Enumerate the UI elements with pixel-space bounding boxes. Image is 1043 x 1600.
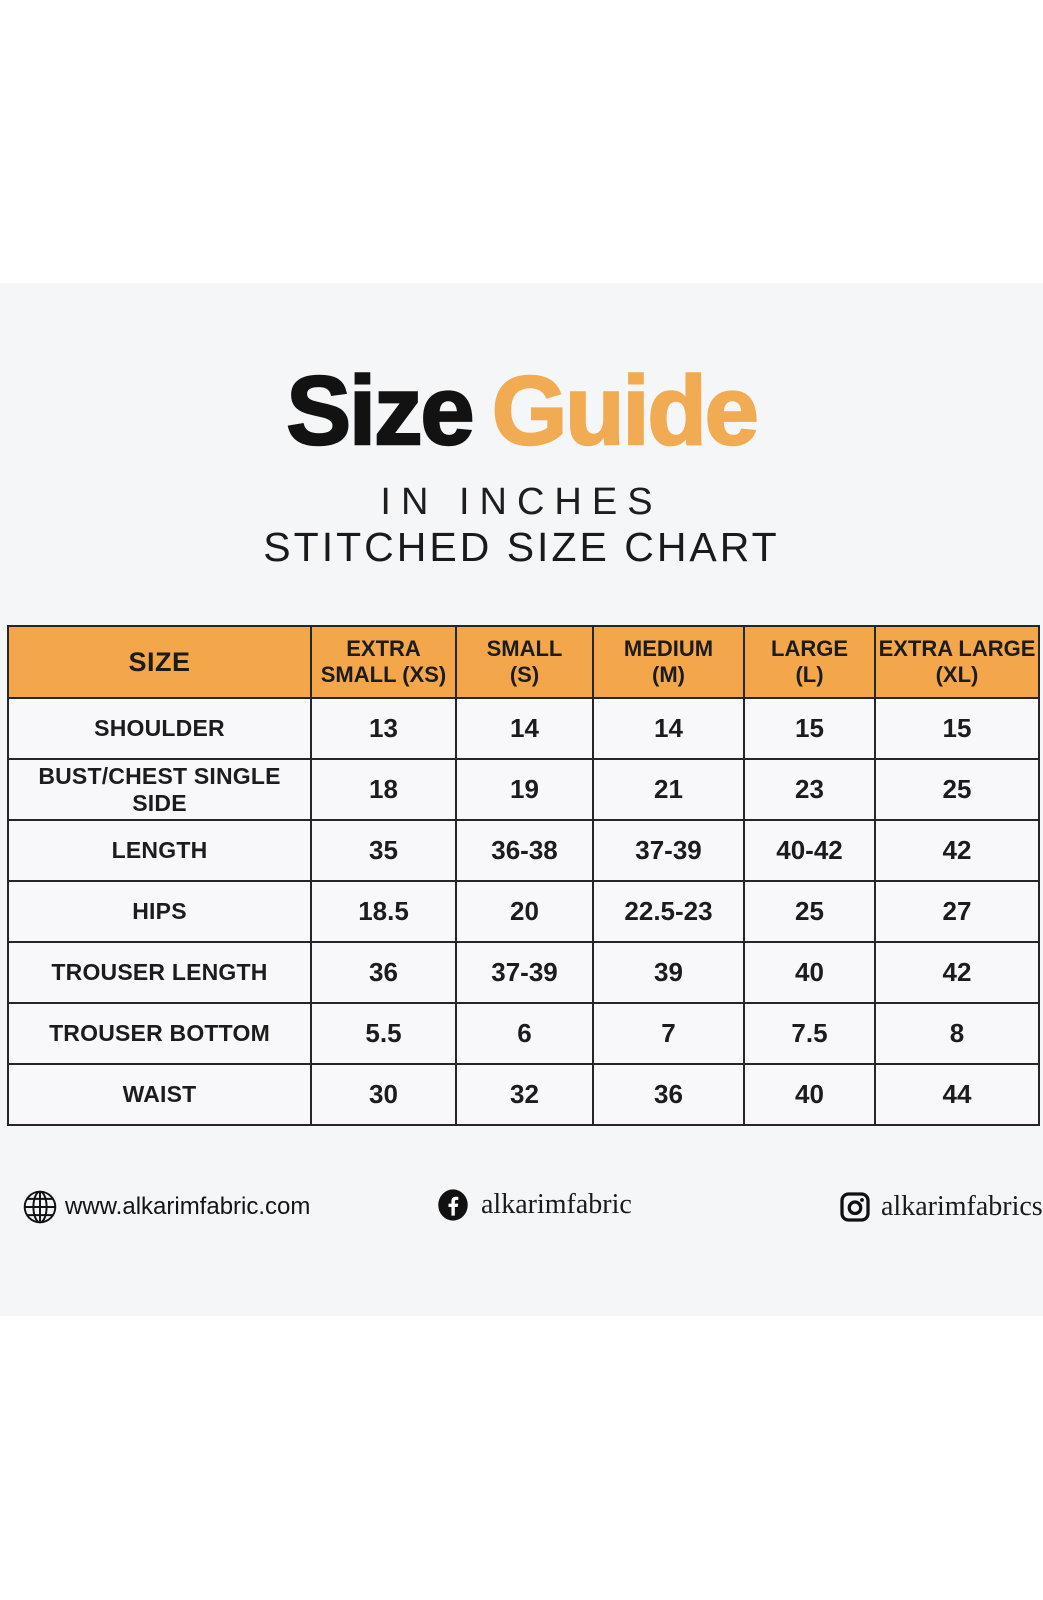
cell-length-m: 37-39 xyxy=(592,819,745,882)
cell-trouser-bottom-xl: 8 xyxy=(874,1002,1040,1065)
cell-trouser-length-l: 40 xyxy=(743,941,876,1004)
row-label-length: LENGTH xyxy=(7,819,312,882)
cell-trouser-length-xs: 36 xyxy=(310,941,457,1004)
cell-waist-l: 40 xyxy=(743,1063,876,1126)
subtitle-stitched-size-chart: STITCHED SIZE CHART xyxy=(263,524,780,570)
instagram-link[interactable]: alkarimfabrics xyxy=(840,1191,1043,1223)
cell-trouser-length-s: 37-39 xyxy=(455,941,594,1004)
table-row-waist: WAIST 30 32 36 40 44 xyxy=(7,1063,1040,1126)
table-row-trouser-length: TROUSER LENGTH 36 37-39 39 40 42 xyxy=(7,941,1040,1004)
cell-hips-s: 20 xyxy=(455,880,594,943)
cell-bust-xs: 18 xyxy=(310,758,457,821)
column-header-s: SMALL (S) xyxy=(455,625,594,699)
cell-shoulder-xs: 13 xyxy=(310,697,457,760)
cell-length-xl: 42 xyxy=(874,819,1040,882)
cell-hips-xs: 18.5 xyxy=(310,880,457,943)
title-word-guide: Guide xyxy=(491,356,760,465)
cell-waist-xl: 44 xyxy=(874,1063,1040,1126)
row-label-shoulder: SHOULDER xyxy=(7,697,312,760)
instagram-icon xyxy=(840,1192,870,1222)
table-row-length: LENGTH 35 36-38 37-39 40-42 42 xyxy=(7,819,1040,882)
facebook-link[interactable]: alkarimfabric xyxy=(436,1188,632,1222)
column-header-size: SIZE xyxy=(7,625,312,699)
cell-length-l: 40-42 xyxy=(743,819,876,882)
cell-shoulder-l: 15 xyxy=(743,697,876,760)
page-title: Size Guide xyxy=(0,361,1043,460)
table-row-hips: HIPS 18.5 20 22.5-23 25 27 xyxy=(7,880,1040,943)
cell-hips-xl: 27 xyxy=(874,880,1040,943)
cell-waist-s: 32 xyxy=(455,1063,594,1126)
column-header-l: LARGE (L) xyxy=(743,625,876,699)
row-label-bust-chest: BUST/CHEST SINGLE SIDE xyxy=(7,758,312,821)
cell-hips-m: 22.5-23 xyxy=(592,880,745,943)
row-label-trouser-length: TROUSER LENGTH xyxy=(7,941,312,1004)
size-chart-table: SIZE EXTRA SMALL (XS) SMALL (S) MEDIUM (… xyxy=(7,625,1040,1126)
cell-trouser-length-m: 39 xyxy=(592,941,745,1004)
cell-shoulder-s: 14 xyxy=(455,697,594,760)
cell-trouser-length-xl: 42 xyxy=(874,941,1040,1004)
column-header-m: MEDIUM (M) xyxy=(592,625,745,699)
table-row-trouser-bottom: TROUSER BOTTOM 5.5 6 7 7.5 8 xyxy=(7,1002,1040,1065)
cell-bust-m: 21 xyxy=(592,758,745,821)
cell-trouser-bottom-l: 7.5 xyxy=(743,1002,876,1065)
website-link[interactable]: www.alkarimfabric.com xyxy=(22,1189,310,1225)
cell-bust-s: 19 xyxy=(455,758,594,821)
globe-icon xyxy=(23,1190,57,1224)
cell-bust-l: 23 xyxy=(743,758,876,821)
cell-length-xs: 35 xyxy=(310,819,457,882)
column-header-xs: EXTRA SMALL (XS) xyxy=(310,625,457,699)
title-word-size: Size xyxy=(285,356,476,465)
table-header-row: SIZE EXTRA SMALL (XS) SMALL (S) MEDIUM (… xyxy=(7,625,1040,699)
cell-length-s: 36-38 xyxy=(455,819,594,882)
cell-shoulder-m: 14 xyxy=(592,697,745,760)
subtitle-in-inches: IN INCHES xyxy=(380,481,663,523)
cell-trouser-bottom-s: 6 xyxy=(455,1002,594,1065)
cell-waist-m: 36 xyxy=(592,1063,745,1126)
cell-bust-xl: 25 xyxy=(874,758,1040,821)
column-header-xl: EXTRA LARGE (XL) xyxy=(874,625,1040,699)
cell-waist-xs: 30 xyxy=(310,1063,457,1126)
facebook-handle: alkarimfabric xyxy=(481,1189,632,1220)
table-row-bust-chest: BUST/CHEST SINGLE SIDE 18 19 21 23 25 xyxy=(7,758,1040,821)
cell-trouser-bottom-m: 7 xyxy=(592,1002,745,1065)
row-label-trouser-bottom: TROUSER BOTTOM xyxy=(7,1002,312,1065)
cell-shoulder-xl: 15 xyxy=(874,697,1040,760)
instagram-handle: alkarimfabrics xyxy=(881,1191,1043,1222)
table-row-shoulder: SHOULDER 13 14 14 15 15 xyxy=(7,697,1040,760)
row-label-waist: WAIST xyxy=(7,1063,312,1126)
cell-trouser-bottom-xs: 5.5 xyxy=(310,1002,457,1065)
facebook-icon xyxy=(438,1189,468,1221)
website-url: www.alkarimfabric.com xyxy=(65,1193,311,1220)
cell-hips-l: 25 xyxy=(743,880,876,943)
row-label-hips: HIPS xyxy=(7,880,312,943)
